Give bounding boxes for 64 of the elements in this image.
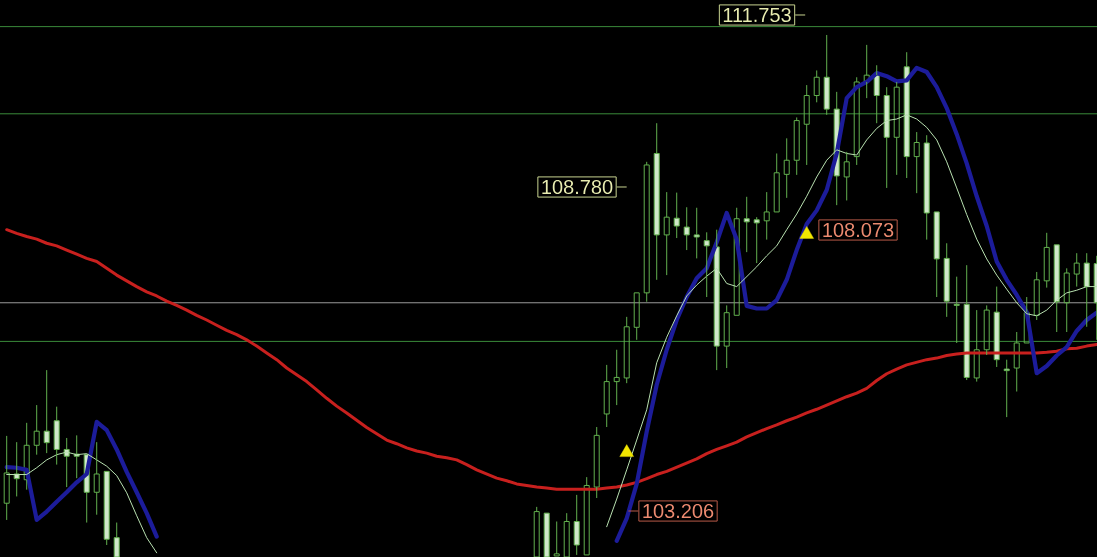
candlestick [953,276,960,344]
candlestick [1013,331,1020,393]
candlestick [93,441,100,516]
candlestick [553,521,560,557]
candlestick [863,44,870,99]
candlestick [703,231,710,298]
candlestick [583,476,590,556]
candlestick [1053,244,1060,333]
candlestick [1073,252,1080,288]
candlestick [33,404,40,456]
candlestick [773,152,780,213]
candlestick [543,512,550,557]
candlestick [973,309,980,383]
candlestick [3,435,10,521]
annotation: 103.206 [643,503,714,519]
candlestick [603,364,610,428]
candlestick [923,134,930,241]
candlestick [573,494,580,556]
candlestick [593,426,600,499]
annotation: 108.780 [542,179,613,195]
candlestick [993,286,1000,368]
candlestick [53,406,60,466]
candlestick [893,81,900,176]
candlestick [843,151,850,201]
candlestick [1043,232,1050,289]
candlestick [43,369,50,454]
candlestick [903,51,910,179]
candlestick [563,512,570,557]
candlestick [633,292,640,341]
candlestick [963,264,970,381]
candlestick [883,86,890,189]
candlestick [643,161,650,303]
candlestick [1003,359,1010,418]
candlestick [113,522,120,557]
candlestick [663,191,670,276]
candlestick [533,506,540,557]
candlestick [853,76,860,166]
candlestick [103,470,110,546]
candlestick [753,216,760,264]
candlestick [933,211,940,298]
candlestick [983,304,990,356]
candlestick [673,192,680,239]
candlestick [943,242,950,318]
candlestick [763,191,770,241]
candlestick [823,34,830,116]
annotation: 108.073 [823,222,894,238]
candlestick [723,304,730,369]
candlestick [23,422,30,491]
candlestick [743,196,750,253]
candlestick [683,206,690,251]
candlestick [1033,271,1040,321]
candlestick [1083,252,1090,328]
candlestick [623,316,630,384]
text: 111.753 [723,7,791,23]
candlestick [653,122,660,281]
candlestick [1063,267,1070,333]
candlestick [613,349,620,406]
candlestick [913,131,920,194]
candlestick [783,137,790,199]
candlestick [873,64,880,124]
candlestick [803,84,810,166]
candlestick [713,229,720,371]
candlestick [693,207,700,259]
candlestick [793,116,800,176]
